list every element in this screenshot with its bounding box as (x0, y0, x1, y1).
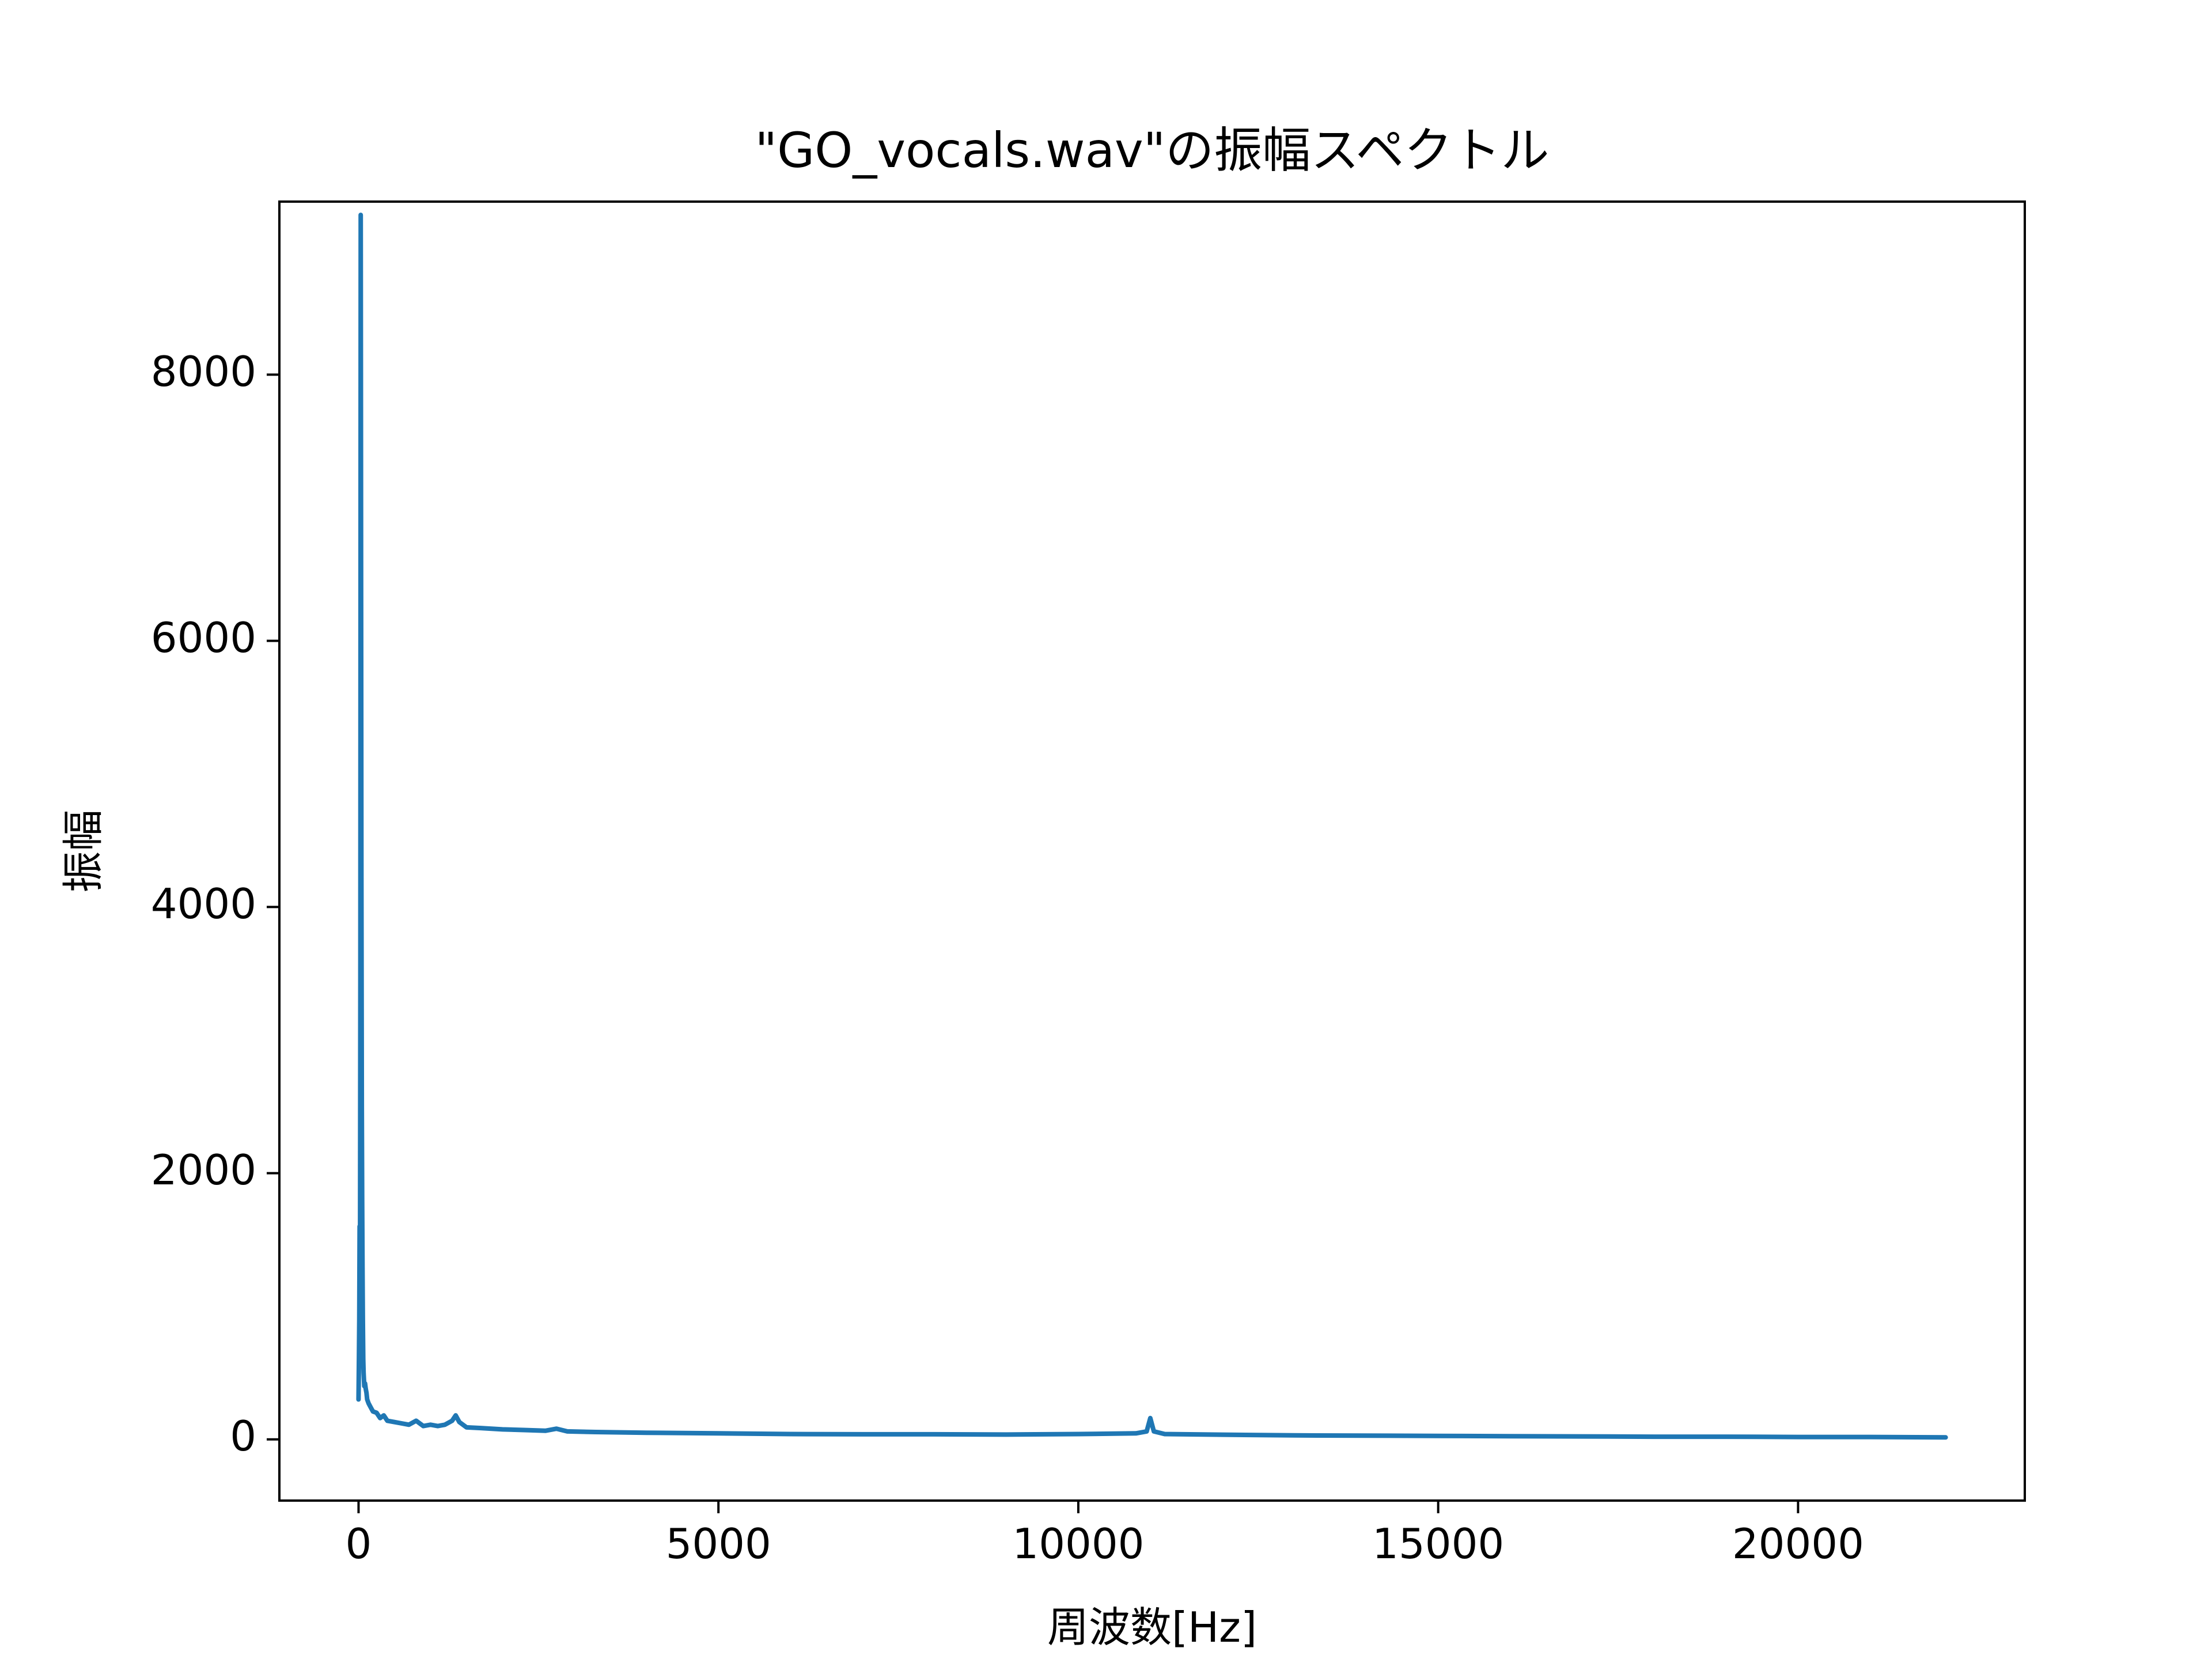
x-tick-label: 20000 (1732, 1520, 1864, 1568)
axes-frame (278, 200, 2026, 1502)
x-tick-label: 15000 (1372, 1520, 1504, 1568)
y-axis-label: 振幅 (59, 809, 108, 892)
y-tick-label: 2000 (151, 1146, 256, 1194)
x-tick-label: 5000 (666, 1520, 771, 1568)
x-tick-label: 0 (346, 1520, 372, 1568)
y-tick-label: 4000 (151, 880, 256, 928)
y-tick-label: 8000 (151, 347, 256, 396)
y-tick-label: 0 (230, 1412, 256, 1460)
plot-area (356, 213, 1948, 1440)
x-axis-label: 周波数[Hz] (1047, 1603, 1257, 1652)
y-tick-label: 6000 (151, 613, 256, 662)
x-tick-label: 10000 (1012, 1520, 1144, 1568)
axis-ticks: 0 5000 10000 15000 20000 0 2000 4000 6000 8000 (151, 347, 1864, 1568)
spectrum-series-line (356, 213, 1948, 1440)
chart-title: "GO_vocals.wav"の振幅スペクトル (755, 122, 1549, 179)
